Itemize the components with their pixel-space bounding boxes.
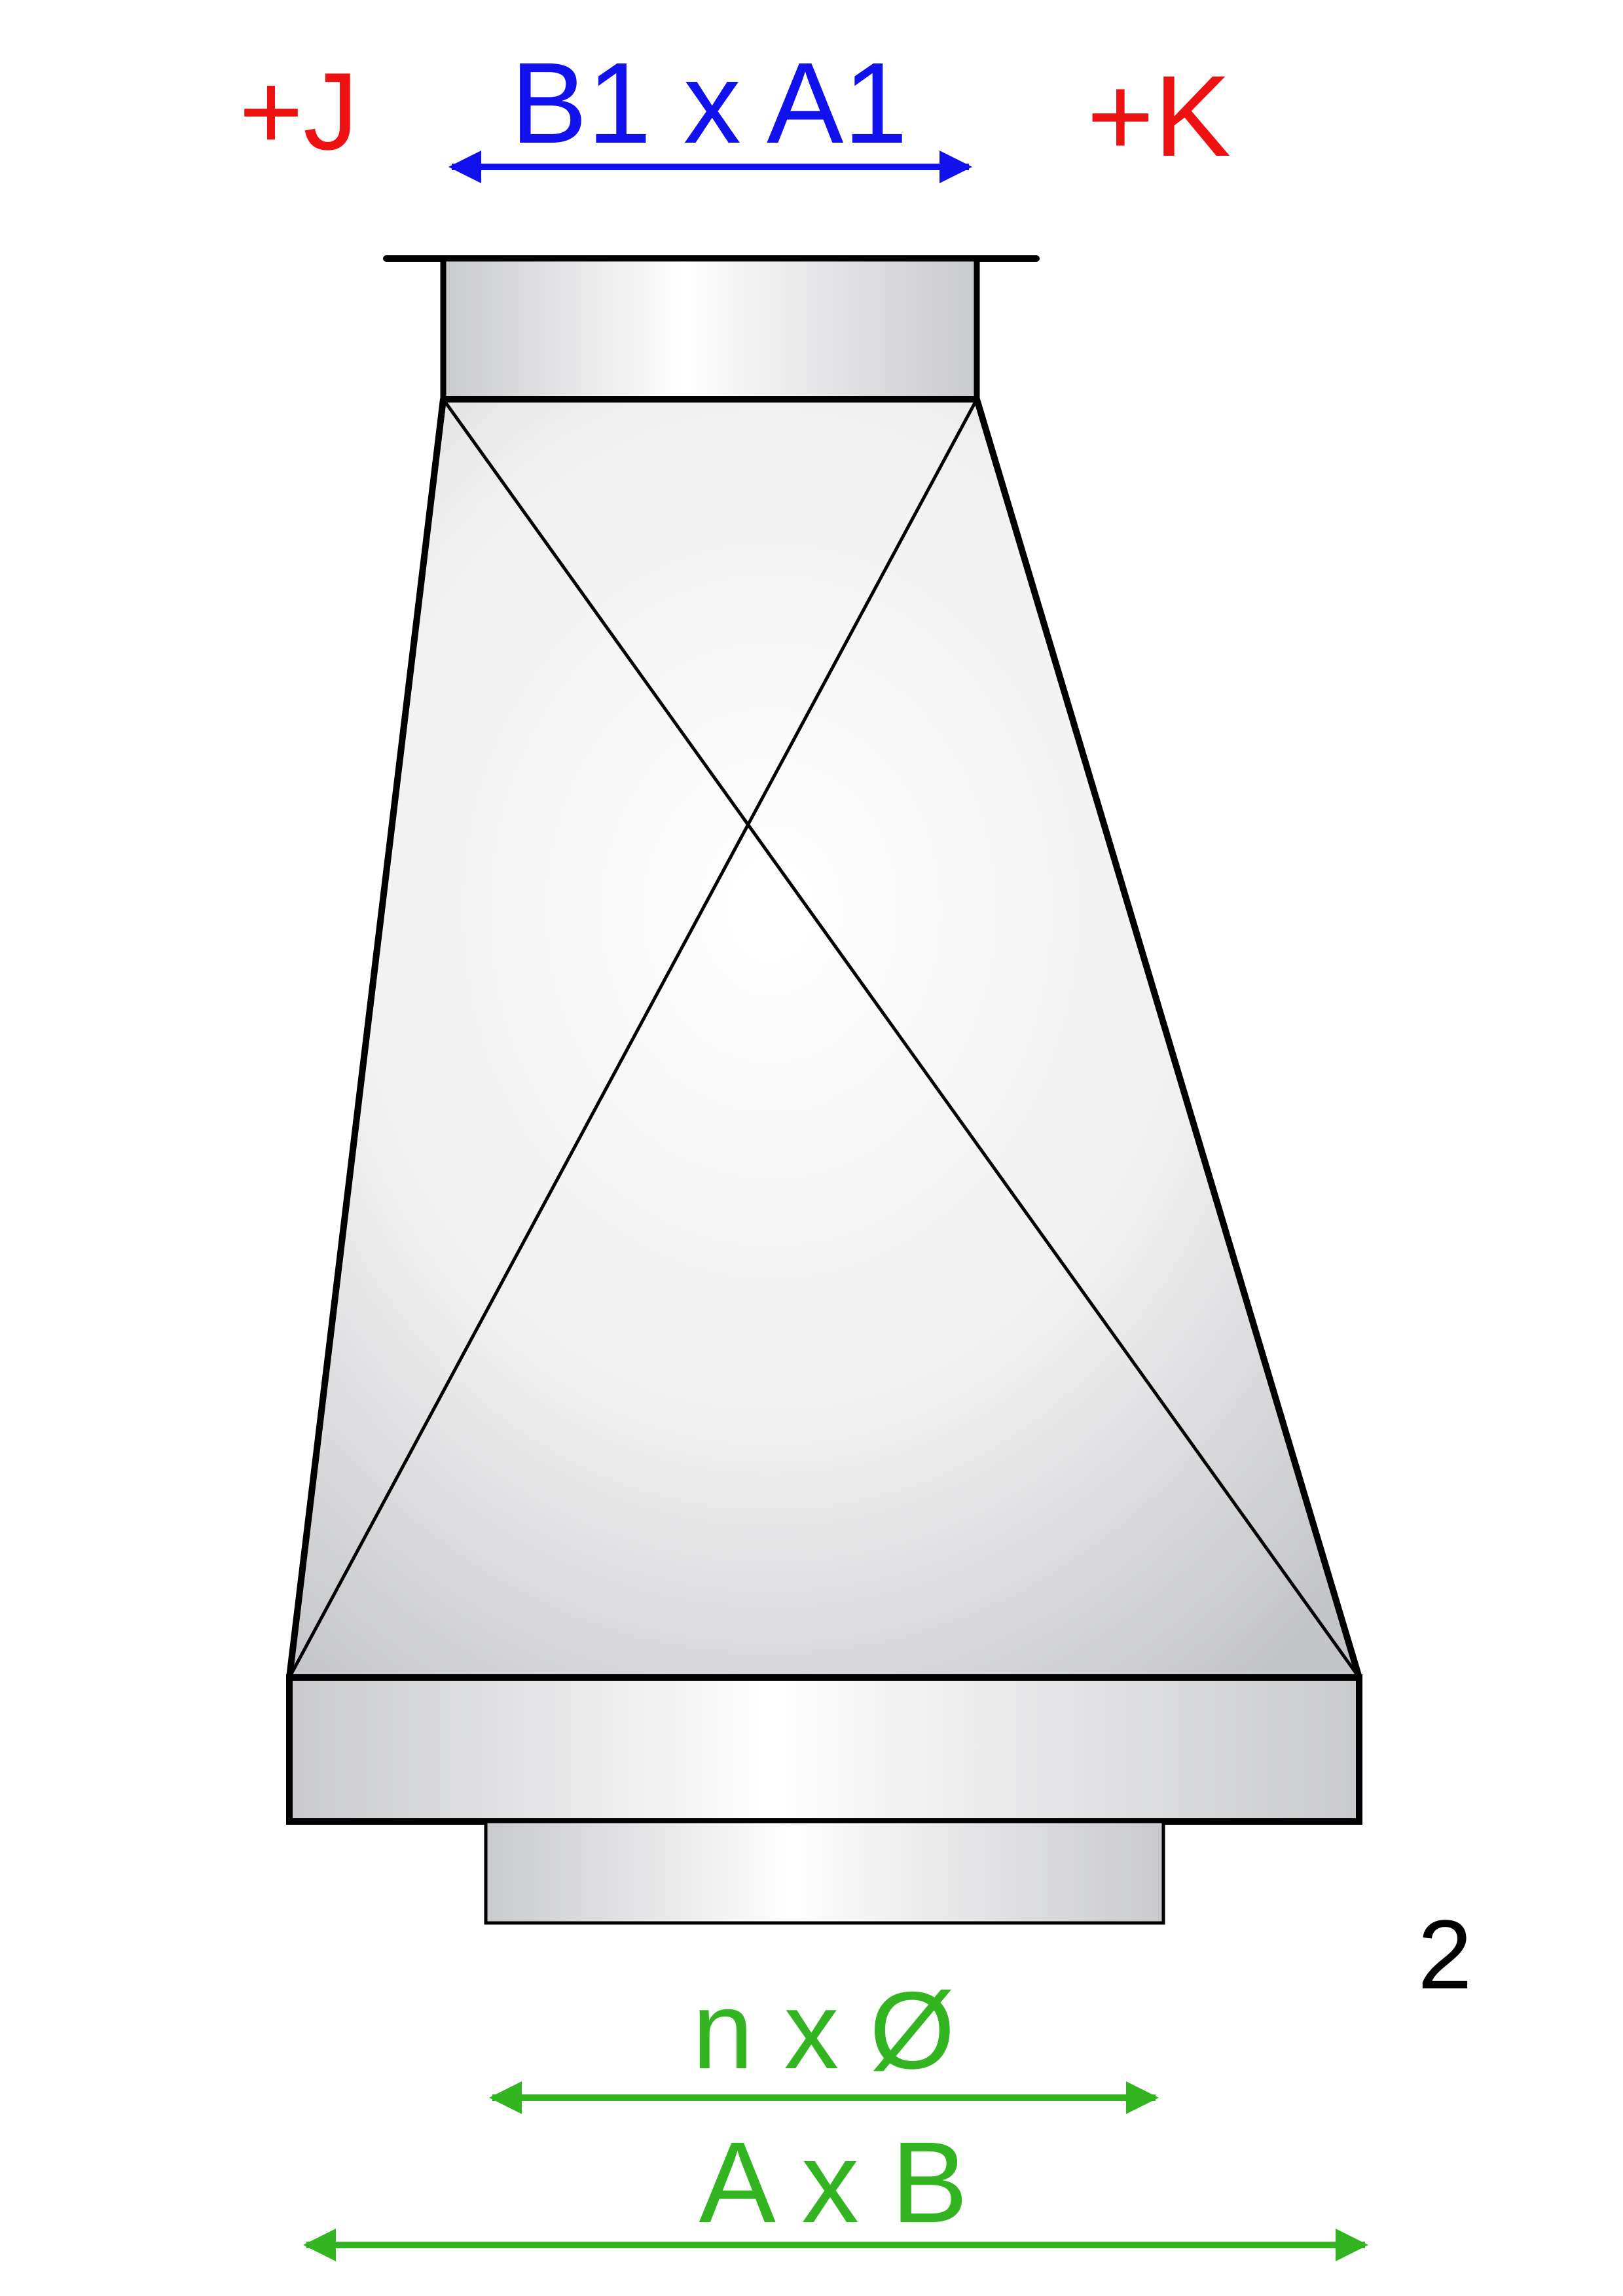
- outlet-spigot: [484, 1820, 1165, 1925]
- top-collar: [440, 255, 980, 403]
- left-offset-label: +J: [239, 50, 358, 173]
- bottom-band: [286, 1674, 1362, 1825]
- bottom-dimension-label: A x B: [699, 2119, 968, 2247]
- view-number-label: 2: [1417, 1899, 1472, 2009]
- outlet-dimension-label: n x Ø: [692, 1969, 955, 2092]
- fold-line-diagonal-2: [287, 398, 979, 1679]
- transition-body: [286, 396, 1362, 1681]
- fold-line-diagonal-1: [441, 398, 1361, 1679]
- right-offset-label: +K: [1087, 52, 1231, 181]
- top-dimension-label: B1 x A1: [511, 39, 908, 168]
